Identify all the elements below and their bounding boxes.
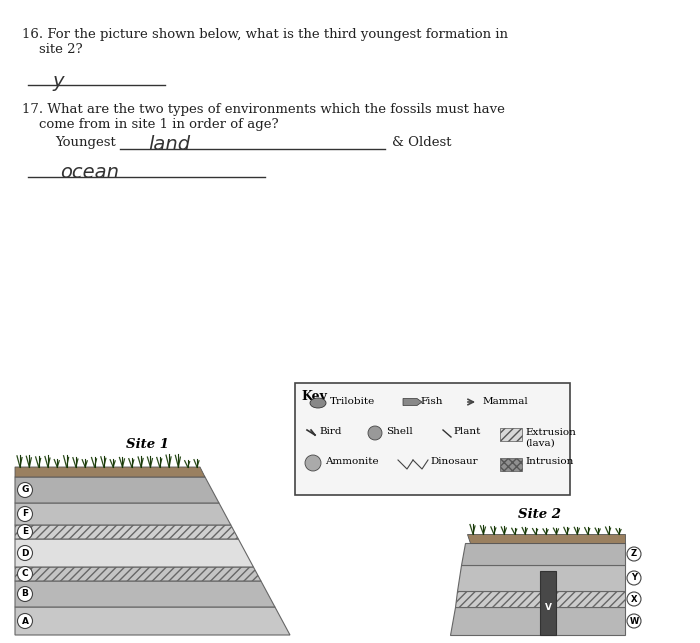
Polygon shape: [15, 467, 205, 477]
Circle shape: [368, 426, 382, 440]
Text: C: C: [22, 570, 28, 579]
Text: F: F: [22, 509, 28, 518]
Text: Shell: Shell: [386, 427, 413, 436]
Circle shape: [305, 455, 321, 471]
Circle shape: [18, 586, 32, 601]
Circle shape: [18, 566, 32, 581]
Polygon shape: [15, 567, 261, 581]
FancyArrow shape: [403, 399, 422, 406]
Text: D: D: [21, 548, 29, 557]
Text: come from in site 1 in order of age?: come from in site 1 in order of age?: [22, 118, 279, 131]
Text: Plant: Plant: [453, 427, 480, 436]
Text: Y: Y: [631, 574, 637, 583]
Text: X: X: [631, 595, 637, 604]
Text: ocean: ocean: [60, 163, 119, 182]
Bar: [500, 428, 522, 441]
Text: B: B: [22, 590, 29, 599]
Bar: [500, 458, 522, 471]
Text: Extrusion: Extrusion: [525, 428, 576, 437]
Text: G: G: [21, 485, 29, 494]
Polygon shape: [15, 525, 239, 539]
Polygon shape: [15, 581, 275, 607]
Text: Key: Key: [301, 390, 327, 403]
Text: Site 1: Site 1: [127, 438, 169, 451]
Circle shape: [18, 545, 32, 561]
Text: Bird: Bird: [319, 427, 342, 436]
Text: 16. For the picture shown below, what is the third youngest formation in: 16. For the picture shown below, what is…: [22, 28, 508, 41]
Text: y: y: [52, 72, 64, 91]
Polygon shape: [15, 607, 290, 635]
Circle shape: [18, 525, 32, 539]
Text: land: land: [148, 135, 190, 154]
Text: & Oldest: & Oldest: [392, 136, 452, 149]
Text: A: A: [22, 617, 29, 626]
Polygon shape: [454, 591, 625, 607]
Circle shape: [18, 613, 32, 628]
Circle shape: [627, 592, 641, 606]
Text: Ammonite: Ammonite: [325, 457, 379, 466]
Text: (lava): (lava): [525, 439, 554, 448]
Circle shape: [627, 571, 641, 585]
Text: 17. What are the two types of environments which the fossils must have: 17. What are the two types of environmen…: [22, 103, 505, 116]
Text: site 2?: site 2?: [22, 43, 83, 56]
Circle shape: [627, 547, 641, 561]
Text: Mammal: Mammal: [483, 397, 528, 406]
Text: Z: Z: [631, 550, 637, 559]
Polygon shape: [15, 539, 253, 567]
Ellipse shape: [310, 398, 326, 408]
Polygon shape: [15, 477, 219, 503]
Bar: [540, 570, 556, 635]
Circle shape: [627, 614, 641, 628]
Polygon shape: [461, 543, 625, 565]
Text: Site 2: Site 2: [519, 508, 561, 521]
Text: Trilobite: Trilobite: [330, 397, 375, 406]
Text: Intrusion: Intrusion: [525, 457, 573, 466]
Polygon shape: [457, 565, 625, 591]
Text: Dinosaur: Dinosaur: [430, 457, 477, 466]
Polygon shape: [467, 534, 625, 543]
Text: V: V: [545, 603, 552, 612]
Polygon shape: [15, 503, 231, 525]
Text: E: E: [22, 527, 28, 536]
Text: Fish: Fish: [420, 397, 442, 406]
Circle shape: [18, 482, 32, 498]
Text: W: W: [629, 617, 638, 626]
Circle shape: [18, 507, 32, 521]
FancyBboxPatch shape: [295, 383, 570, 495]
Text: Youngest: Youngest: [55, 136, 116, 149]
Polygon shape: [450, 607, 625, 635]
